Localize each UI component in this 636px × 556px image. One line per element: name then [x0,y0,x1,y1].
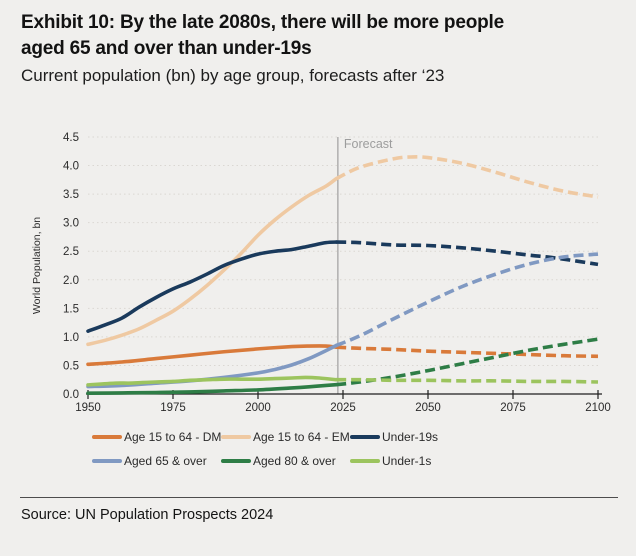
chart-header: Exhibit 10: By the late 2080s, there wil… [21,10,623,87]
x-tick-label: 2050 [415,402,441,414]
legend-item-aged-65-over: Aged 65 & over [92,451,221,471]
y-tick-label: 0.5 [63,360,79,372]
series-forecast-age-15-to-64-dm [336,345,599,359]
series-forecast-under-19s [336,240,599,267]
series-forecast-under-1s [336,377,599,384]
legend-line-swatch [221,459,251,463]
x-tick-label: 2025 [330,402,356,414]
legend-item-under-1s: Under-1s [350,451,479,471]
series-line-under-19s [86,240,338,333]
legend-item-age15-64-em: Age 15 to 64 - EM [221,427,350,447]
series-forecast-age-15-to-64-em [335,155,599,199]
source-text: Source: UN Population Prospects 2024 [21,507,274,523]
series-line-age-15-to-64-dm [86,344,338,367]
legend-line-swatch [350,459,380,463]
legend-label: Aged 80 & over [253,454,336,468]
x-tick-label: 2075 [500,402,526,414]
legend-line-swatch [350,435,380,439]
legend-label: Age 15 to 64 - EM [253,430,350,444]
x-tick-label: 1950 [75,402,101,414]
chart-subtitle: Current population (bn) by age group, fo… [21,66,445,85]
footer-divider [20,497,618,498]
legend-label: Under-19s [382,430,439,444]
y-tick-label: 4.5 [63,132,79,144]
legend-item-age15-64-dm: Age 15 to 64 - DM [92,427,221,447]
series-forecast-aged-80-over [335,337,599,387]
y-tick-label: 2.5 [63,246,79,258]
x-tick-label: 1975 [160,402,186,414]
series-forecast-aged-65-over [335,252,599,348]
legend-line-swatch [92,459,122,463]
y-tick-label: 1.5 [63,303,79,315]
legend-line-swatch [221,435,251,439]
y-tick-label: 3.5 [63,189,79,201]
chart-legend: Age 15 to 64 - DM Age 15 to 64 - EM Unde… [92,427,479,471]
y-tick-label: 4.0 [63,161,79,173]
series-line-aged-80-over [86,382,338,395]
legend-label: Age 15 to 64 - DM [124,430,222,444]
legend-item-under-19s: Under-19s [350,427,479,447]
y-tick-label: 3.0 [63,218,79,230]
series-line-under-1s [86,375,338,387]
legend-line-swatch [92,435,122,439]
x-tick-label: 2000 [245,402,271,414]
page-title-line2: aged 65 and over than under-19s [21,38,312,59]
population-line-chart: Forecast 1950 1975 2000 2025 2050 2075 2100 0.0 0… [31,132,611,414]
y-tick-label: 1.0 [63,332,79,344]
x-tick-label: 2100 [585,402,611,414]
forecast-label: Forecast [344,137,393,151]
legend-label: Aged 65 & over [124,454,207,468]
page-title-line1: Exhibit 10: By the late 2080s, there wil… [21,12,504,33]
legend-item-aged-80-over: Aged 80 & over [221,451,350,471]
y-axis-title: World Population, bn [31,217,43,314]
series-line-age-15-to-64-em [86,176,338,347]
y-tick-label: 2.0 [63,275,79,287]
y-tick-label: 0.0 [63,389,79,401]
legend-label: Under-1s [382,454,432,468]
